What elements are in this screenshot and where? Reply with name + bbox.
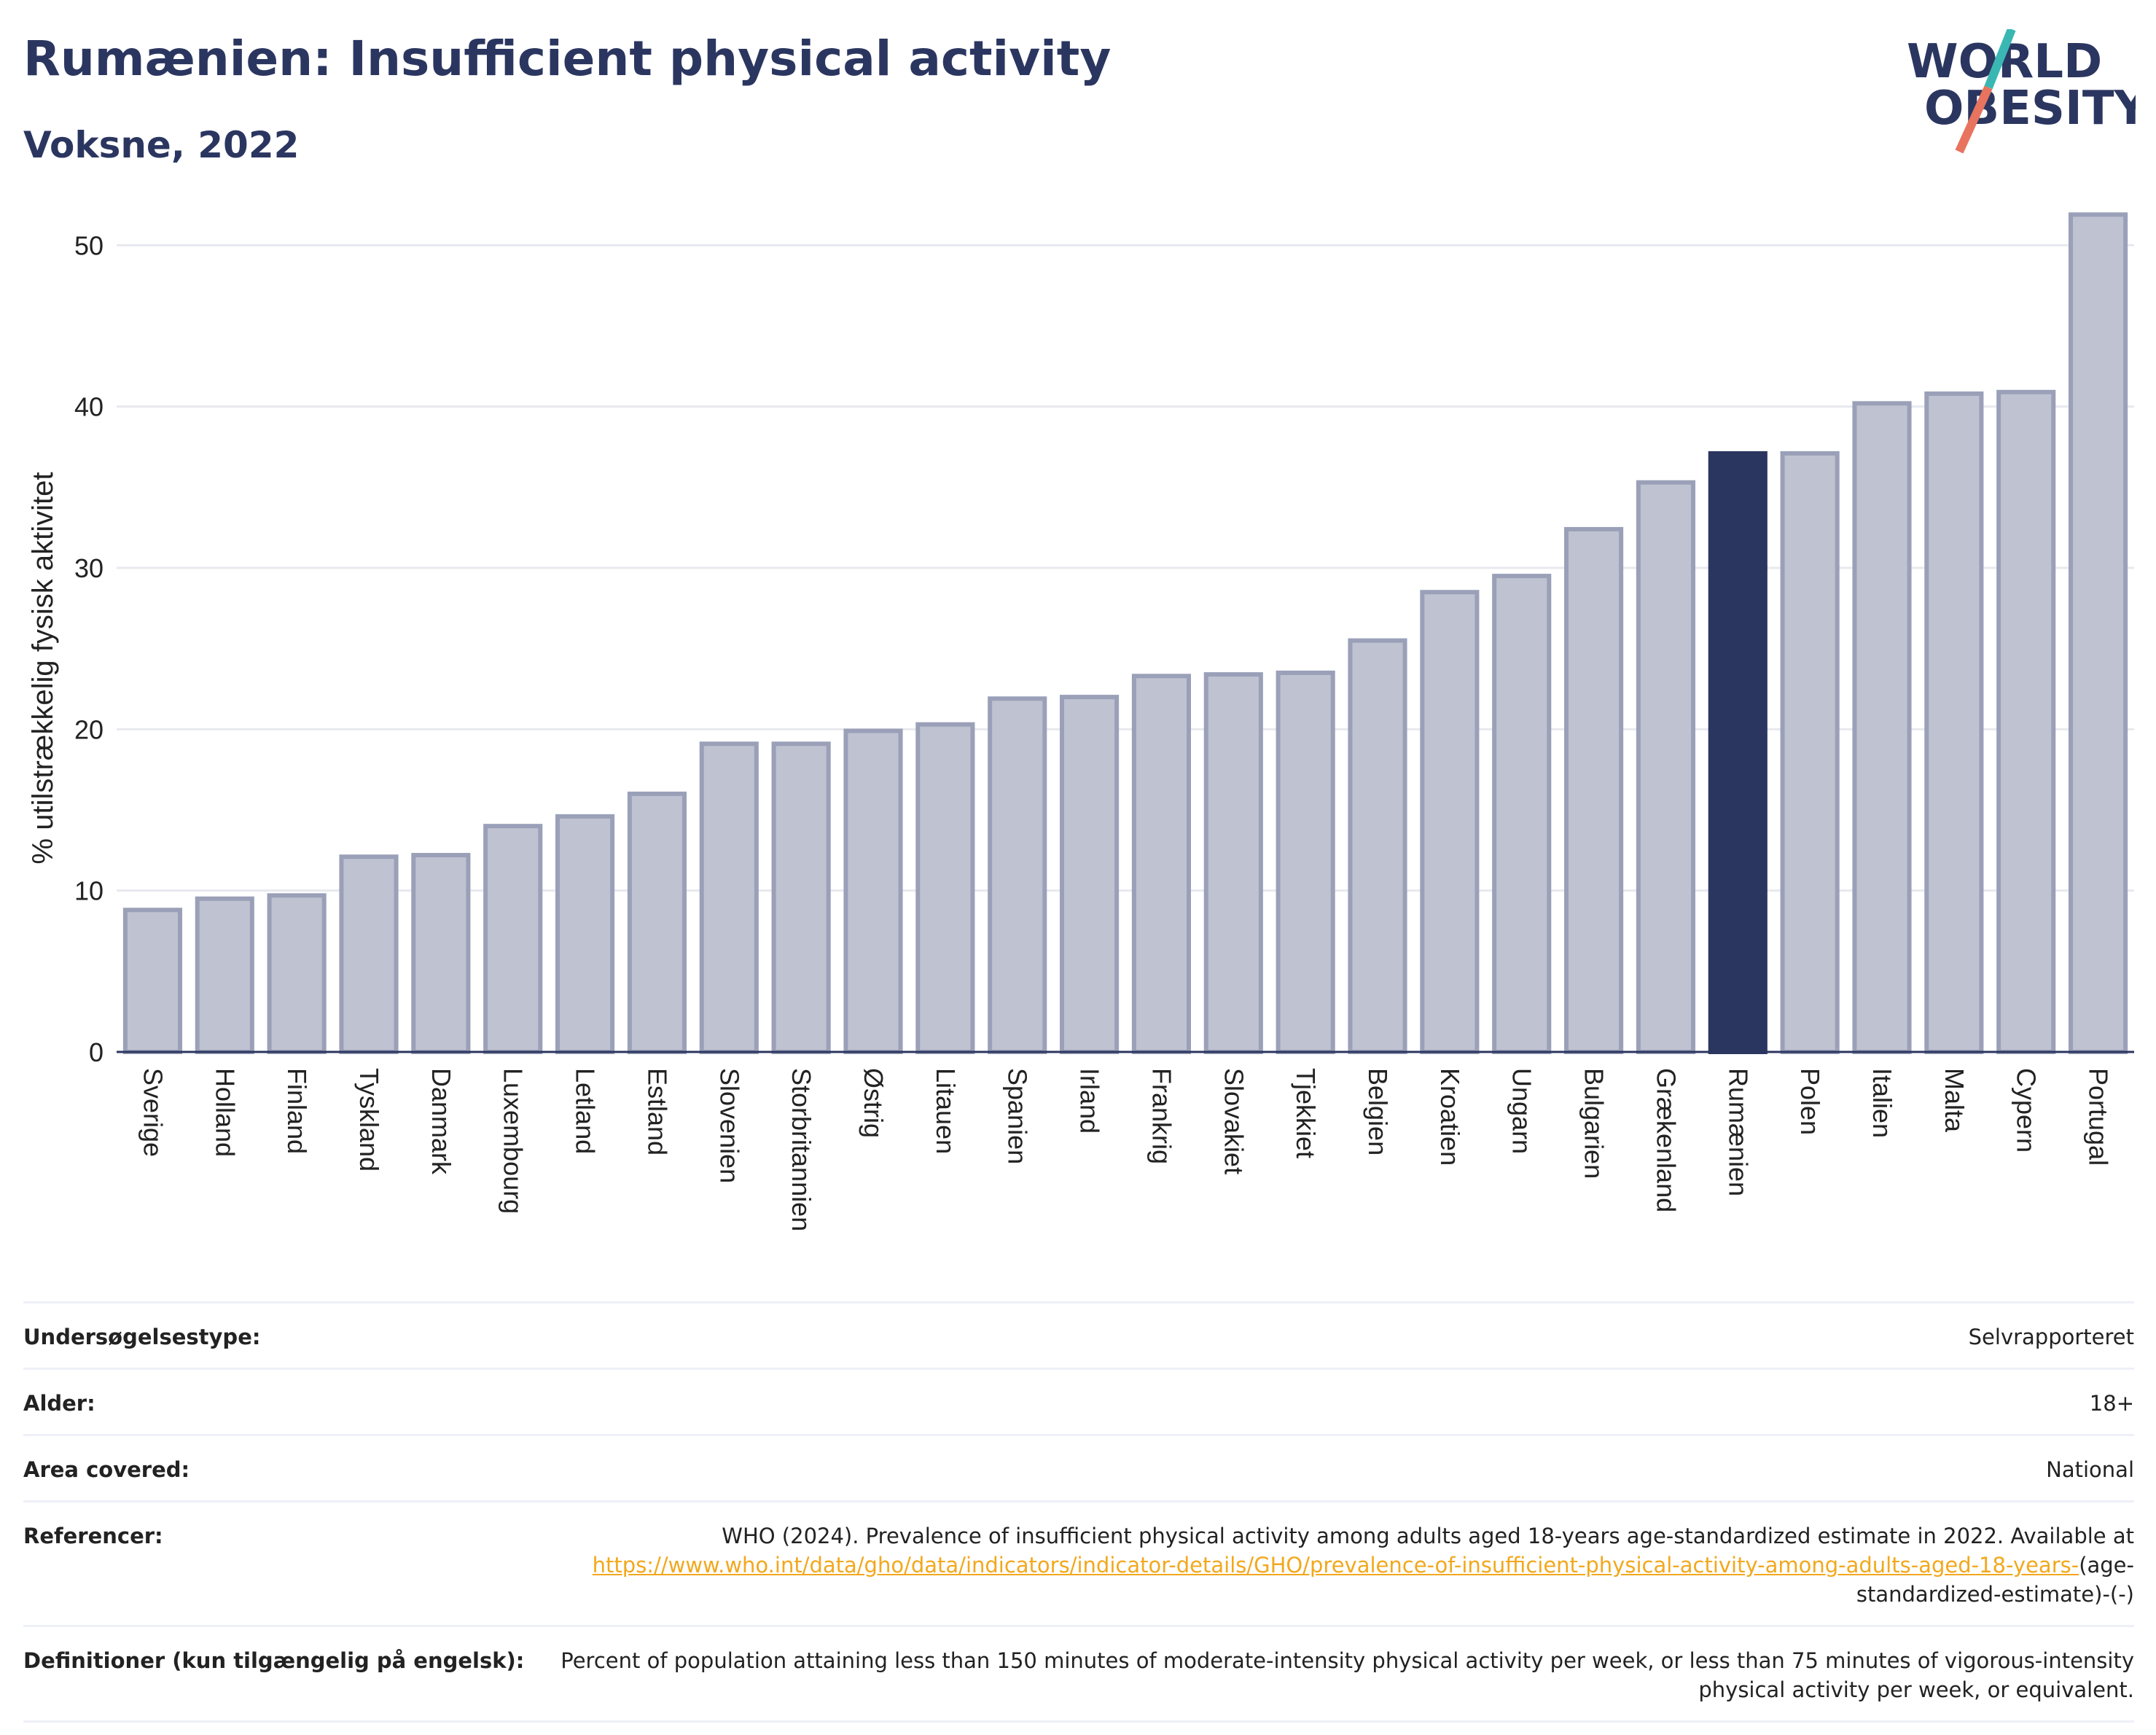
bar-danmark [411, 852, 471, 1054]
world-obesity-logo: WORLD OBESITY [1907, 29, 2136, 154]
meta-label: Undersøgelsestype: [23, 1325, 261, 1349]
meta-row-definitions: Definitioner (kun tilgængelig på engelsk… [23, 1625, 2134, 1723]
bar-portugal [2069, 212, 2128, 1054]
bar-frankrig [1131, 674, 1191, 1054]
meta-label: Area covered: [23, 1457, 190, 1482]
y-tick-label: 50 [74, 230, 103, 260]
x-tick-label: Kroatien [1435, 1068, 1465, 1166]
x-tick-label: Østrig [859, 1068, 888, 1138]
bar-rumænien [1708, 451, 1768, 1054]
meta-value: Selvrapporteret [1968, 1325, 2134, 1349]
logo-slash-teal [1984, 29, 2016, 90]
meta-row-survey-type: Undersøgelsestype: Selvrapporteret [23, 1301, 2134, 1368]
bar-slovenien [699, 741, 759, 1054]
logo-line2: OBESITY [1924, 82, 2136, 136]
meta-value: WHO (2024). Prevalence of insufficient p… [534, 1521, 2134, 1609]
reference-link[interactable]: https://www.who.int/data/gho/data/indica… [592, 1553, 2079, 1578]
bar-polen [1780, 451, 1840, 1054]
y-axis-label: % utilstrækkelig fysisk aktivitet [27, 472, 59, 865]
chart-title: Rumænien: Insufficient physical activity [23, 31, 1112, 87]
x-tick-label: Holland [210, 1068, 240, 1157]
x-tick-label: Slovakiet [1219, 1068, 1249, 1174]
chart-subtitle: Voksne, 2022 [23, 124, 300, 166]
bar-chart: 0 10 20 30 40 50 Sverige Holland Finland Tysklan… [27, 212, 2134, 1231]
bar-kroatien [1420, 590, 1480, 1054]
logo-slash-coral [1955, 85, 1993, 154]
metadata-table: Undersøgelsestype: Selvrapporteret Alder… [23, 1301, 2134, 1723]
x-tick-label: Belgien [1363, 1068, 1393, 1155]
bar-cypern [1996, 389, 2056, 1054]
bar-litauen [915, 722, 975, 1054]
meta-row-area: Area covered: National [23, 1434, 2134, 1500]
y-tick-label: 40 [74, 392, 103, 422]
meta-value: 18+ [2089, 1391, 2134, 1416]
y-ticks: 0 10 20 30 40 50 [74, 230, 103, 1067]
bar-sverige [122, 908, 182, 1055]
bar-holland [195, 896, 254, 1054]
x-tick-label: Sverige [138, 1068, 168, 1157]
x-tick-label: Bulgarien [1579, 1068, 1609, 1179]
x-tick-label: Rumænien [1723, 1068, 1753, 1196]
bar-østrig [843, 728, 903, 1055]
x-tick-label: Frankrig [1147, 1068, 1176, 1164]
bar-italien [1852, 401, 1912, 1054]
meta-value: Percent of population attaining less tha… [561, 1648, 2134, 1702]
bar-spanien [988, 696, 1047, 1054]
bar-grækenland [1636, 480, 1695, 1054]
x-tick-label: Italien [1867, 1068, 1897, 1138]
y-tick-label: 0 [89, 1037, 103, 1067]
meta-row-references: Referencer: WHO (2024). Prevalence of in… [23, 1500, 2134, 1625]
bar-malta [1924, 391, 1984, 1054]
meta-label: Definitioner (kun tilgængelig på engelsk… [23, 1648, 525, 1673]
bar-storbritannien [771, 741, 831, 1054]
y-tick-label: 10 [74, 876, 103, 906]
meta-label: Alder: [23, 1391, 95, 1416]
bar-irland [1060, 695, 1120, 1055]
bar-tyskland [339, 854, 399, 1055]
reference-suffix: (age-standardized-estimate)-(-) [1856, 1553, 2134, 1607]
meta-value: National [2046, 1457, 2134, 1482]
x-tick-label: Malta [1940, 1068, 1969, 1133]
bars [122, 212, 2128, 1055]
reference-text: WHO (2024). Prevalence of insufficient p… [722, 1524, 2134, 1548]
x-tick-label: Tyskland [354, 1068, 384, 1171]
x-tick-label: Ungarn [1507, 1068, 1537, 1154]
x-tick-label: Danmark [426, 1068, 456, 1175]
bar-bulgarien [1564, 526, 1624, 1054]
x-tick-label: Litauen [931, 1068, 961, 1154]
x-tick-label: Grækenland [1651, 1068, 1681, 1212]
x-tick-label: Cypern [2012, 1068, 2042, 1153]
bar-finland [267, 893, 327, 1054]
x-tick-label: Slovenien [714, 1068, 744, 1183]
x-ticks: Sverige Holland Finland Tyskland Danmark Luxe… [138, 1068, 2113, 1231]
x-tick-label: Estland [642, 1068, 672, 1155]
y-tick-label: 20 [74, 714, 103, 744]
x-tick-label: Finland [282, 1068, 312, 1154]
meta-row-age: Alder: 18+ [23, 1368, 2134, 1434]
x-tick-label: Portugal [2084, 1068, 2114, 1166]
x-tick-label: Storbritannien [786, 1068, 816, 1231]
x-tick-label: Irland [1075, 1068, 1105, 1134]
x-tick-label: Luxembourg [499, 1068, 528, 1214]
bar-tjekkiet [1276, 670, 1335, 1054]
bar-ungarn [1492, 574, 1552, 1054]
bar-estland [627, 791, 687, 1055]
bar-belgien [1348, 638, 1407, 1054]
bar-letland [555, 814, 615, 1054]
x-tick-label: Tjekkiet [1291, 1068, 1321, 1158]
bar-luxembourg [483, 824, 543, 1055]
x-tick-label: Letland [571, 1068, 601, 1154]
x-tick-label: Spanien [1003, 1068, 1033, 1164]
y-tick-label: 30 [74, 553, 103, 583]
meta-label: Referencer: [23, 1524, 163, 1548]
x-tick-label: Polen [1795, 1068, 1825, 1135]
bar-slovakiet [1203, 672, 1263, 1054]
